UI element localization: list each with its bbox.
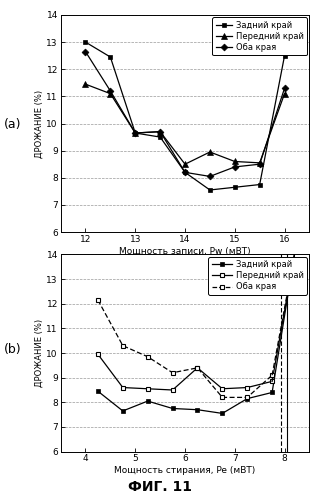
Text: (a): (a) [4, 118, 21, 131]
Legend: Задний край, Передний край, Оба края: Задний край, Передний край, Оба края [212, 17, 307, 55]
Y-axis label: ДРОЖАНИЕ (%): ДРОЖАНИЕ (%) [34, 89, 44, 158]
Text: ФИГ. 11: ФИГ. 11 [128, 480, 191, 494]
Y-axis label: ДРОЖАНИЕ (%): ДРОЖАНИЕ (%) [34, 319, 44, 387]
Legend: Задний край, Передний край, Оба края: Задний край, Передний край, Оба края [208, 257, 307, 295]
X-axis label: Мощность записи, Pw (мВТ): Мощность записи, Pw (мВТ) [119, 247, 251, 255]
Text: (b): (b) [4, 343, 22, 356]
X-axis label: Мощность стирания, Pe (мВТ): Мощность стирания, Pe (мВТ) [115, 466, 256, 475]
